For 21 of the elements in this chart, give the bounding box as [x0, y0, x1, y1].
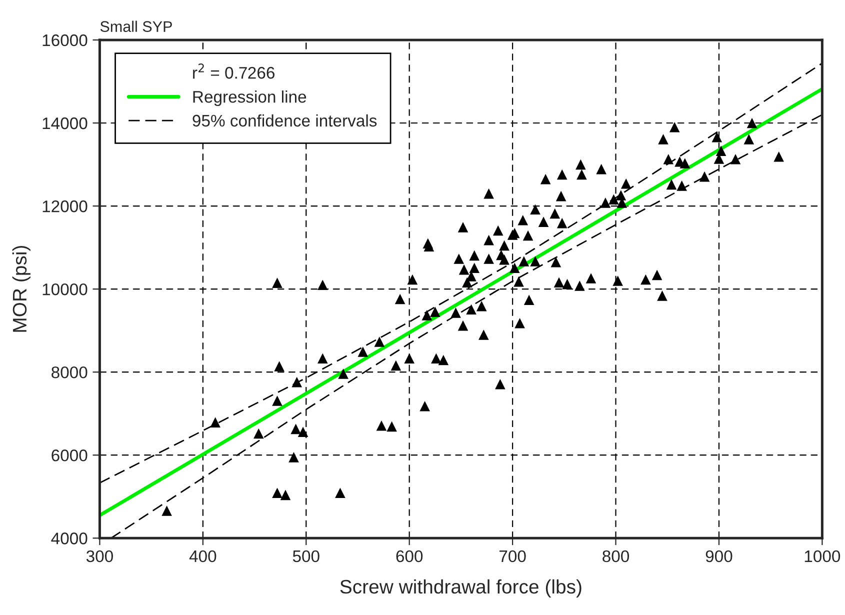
annotation: r$^{2}$ = 0.7266 [193, 64, 274, 79]
y-tick-label: 16000 [42, 34, 88, 46]
x-tick-label: 300 [86, 550, 113, 562]
y-tick-label: 4000 [51, 532, 88, 544]
x-tick-label: 1000 [804, 550, 840, 562]
y-tick-label: 6000 [52, 450, 88, 462]
x-tick-label: 600 [396, 550, 423, 562]
x-tick-label: 900 [706, 550, 732, 562]
y-tick-label: 12000 [42, 200, 88, 212]
y-tick-label: 8000 [52, 366, 88, 378]
y-axis-title: MOR (psi) [12, 246, 30, 332]
y-tick-label: 10000 [42, 283, 88, 296]
x-axis-title: Screw withdrawal force (lbs) [340, 579, 582, 598]
x-tick-label: 400 [189, 550, 216, 562]
y-tick-label: 14000 [42, 117, 88, 130]
x-tick-label: 500 [292, 550, 320, 562]
chart-title: Small SYP [100, 20, 172, 32]
legend-label: 95% confidence intervals [192, 114, 377, 127]
legend-label: Regression line [193, 90, 306, 106]
x-tick-label: 700 [500, 550, 526, 562]
x-tick-label: 800 [602, 550, 630, 562]
